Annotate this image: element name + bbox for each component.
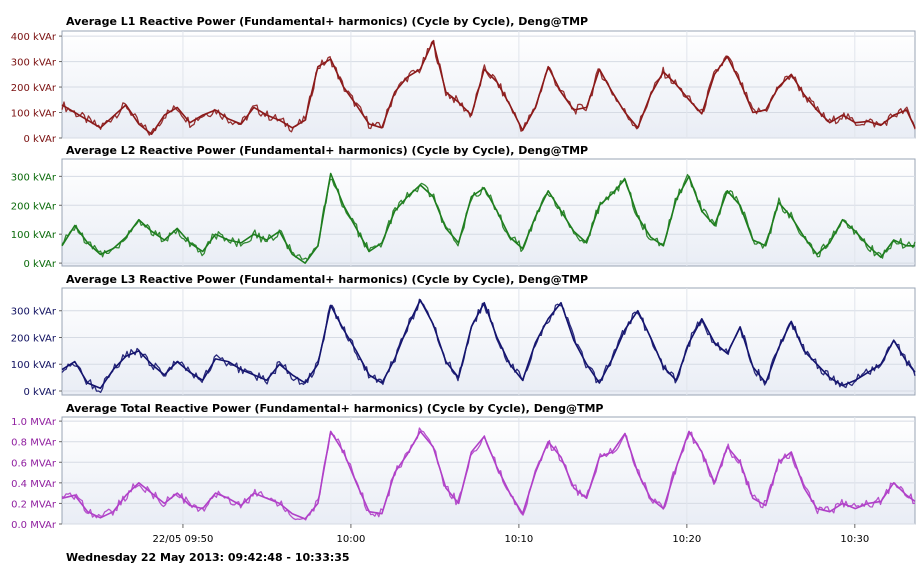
x-tick-label: 10:10 [504, 534, 533, 545]
panel-title: Average L2 Reactive Power (Fundamental+ … [66, 144, 588, 157]
y-tick-label: 200 kVAr [11, 333, 57, 344]
y-tick-label: 400 kVAr [11, 32, 57, 43]
y-tick-label: 200 kVAr [11, 83, 57, 94]
y-tick-label: 100 kVAr [11, 109, 57, 120]
panel-title: Average Total Reactive Power (Fundamenta… [66, 402, 604, 415]
series-detail-l2 [61, 173, 916, 261]
plot-area [61, 30, 916, 139]
panel-title: Average L1 Reactive Power (Fundamental+ … [66, 15, 588, 28]
y-tick-label: 0.0 MVAr [11, 520, 57, 531]
y-tick-label: 0 kVAr [24, 134, 57, 145]
y-tick-label: 300 kVAr [11, 307, 57, 318]
y-tick-label: 0 kVAr [24, 387, 57, 398]
time-range-caption: Wednesday 22 May 2013: 09:42:48 - 10:33:… [66, 551, 350, 564]
y-tick-label: 0.4 MVAr [11, 479, 57, 490]
y-tick-label: 300 kVAr [11, 58, 57, 69]
y-tick-label: 100 kVAr [11, 360, 57, 371]
series-detail-l1 [61, 39, 916, 136]
y-tick-label: 0.6 MVAr [11, 458, 57, 469]
series-detail-total [61, 427, 916, 521]
plot-area [61, 416, 916, 525]
x-tick-label: 22/05 09:50 [153, 534, 214, 545]
y-tick-label: 300 kVAr [11, 172, 57, 183]
y-tick-label: 0 kVAr [24, 259, 57, 270]
x-tick-label: 10:30 [840, 534, 869, 545]
y-tick-label: 0.2 MVAr [11, 499, 57, 510]
y-tick-label: 200 kVAr [11, 201, 57, 212]
y-tick-label: 1.0 MVAr [11, 417, 57, 428]
x-tick-label: 10:00 [336, 534, 365, 545]
plot-area [61, 287, 916, 396]
panel-3: Average L3 Reactive Power (Fundamental+ … [11, 273, 916, 398]
y-tick-label: 100 kVAr [11, 230, 57, 241]
y-tick-label: 0.8 MVAr [11, 438, 57, 449]
panel-2: Average L2 Reactive Power (Fundamental+ … [11, 144, 916, 270]
panel-1: Average L1 Reactive Power (Fundamental+ … [11, 15, 916, 145]
panel-4: Average Total Reactive Power (Fundamenta… [11, 402, 916, 531]
x-tick-label: 10:20 [672, 534, 701, 545]
series-detail-l3 [61, 298, 916, 394]
panel-title: Average L3 Reactive Power (Fundamental+ … [66, 273, 588, 286]
